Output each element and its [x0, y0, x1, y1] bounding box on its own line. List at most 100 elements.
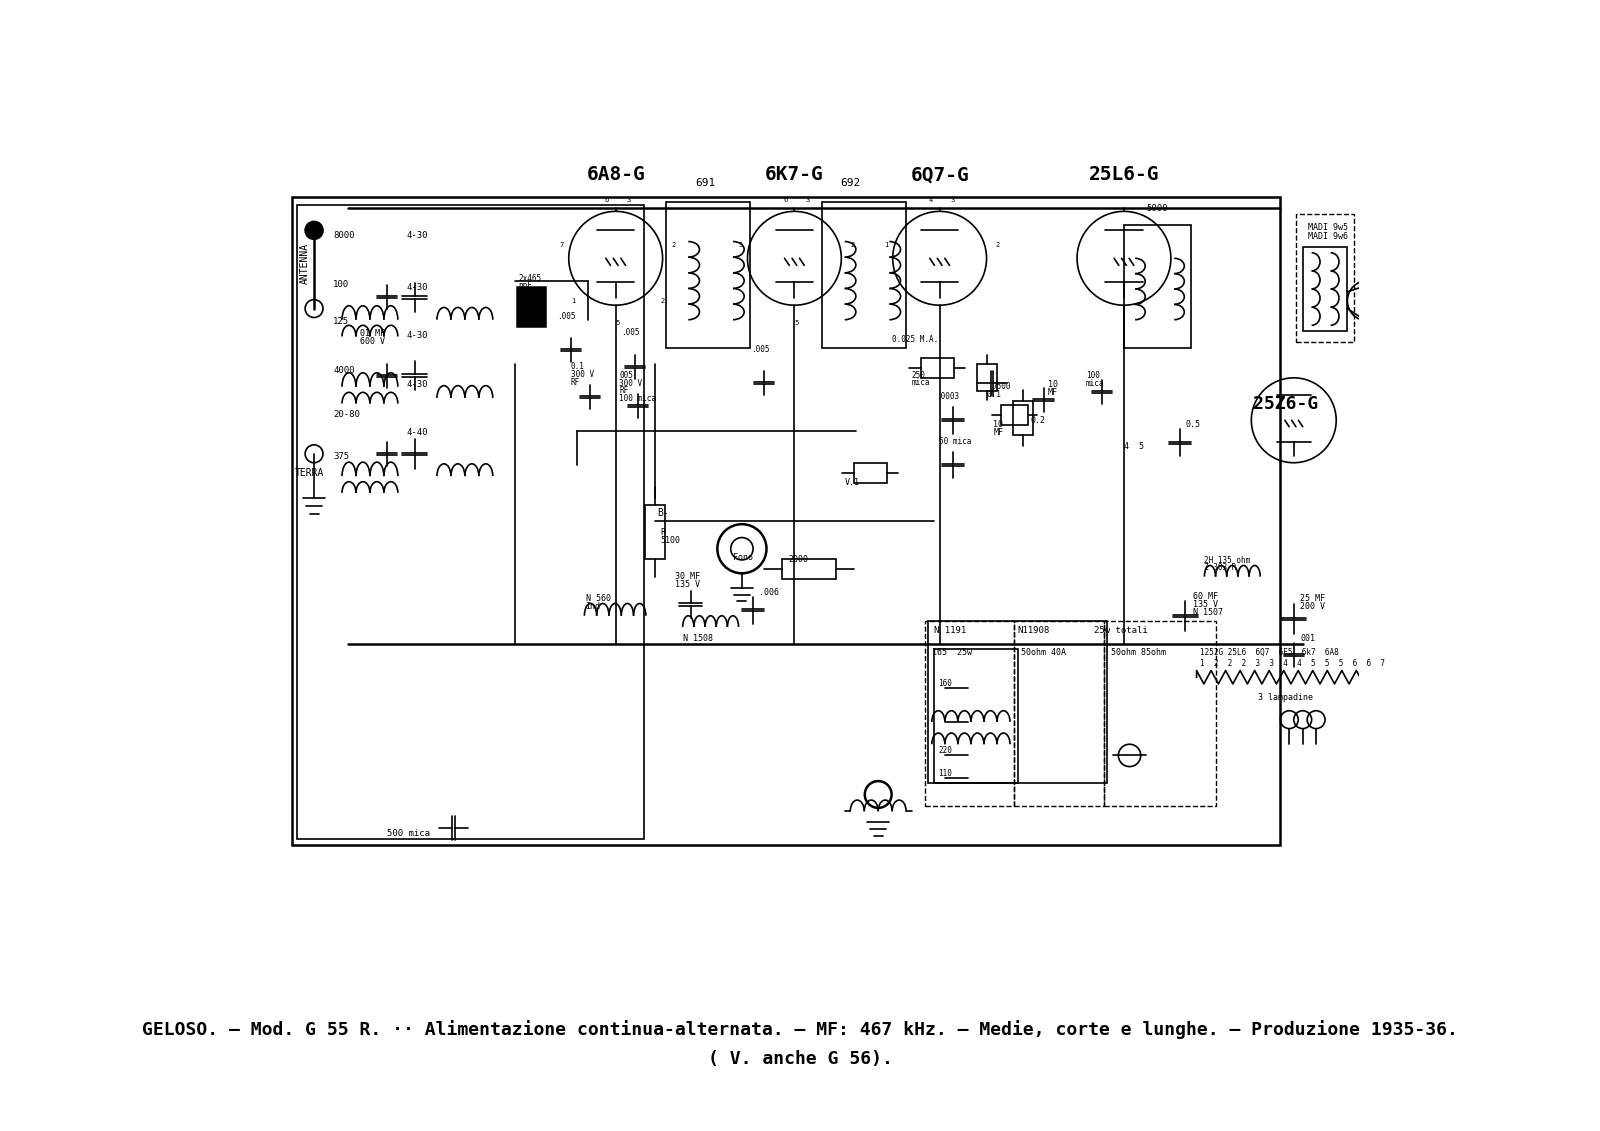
Text: N 1508: N 1508 — [683, 634, 712, 644]
Text: ANTENNA: ANTENNA — [299, 243, 309, 284]
Text: ppF: ppF — [518, 282, 533, 291]
Text: 7: 7 — [560, 242, 565, 248]
Text: 01 MF: 01 MF — [360, 329, 386, 338]
Bar — [782, 559, 835, 579]
Text: 20-80: 20-80 — [333, 409, 360, 418]
Text: Z 303 R: Z 303 R — [1205, 563, 1237, 572]
Bar — [517, 287, 546, 327]
Text: .006: .006 — [758, 587, 779, 596]
Text: 600 V: 600 V — [360, 337, 386, 346]
Text: 160: 160 — [939, 679, 952, 688]
Text: 3: 3 — [627, 198, 630, 204]
Text: 5: 5 — [739, 242, 742, 248]
Text: 165  25w: 165 25w — [931, 648, 971, 657]
Text: 10: 10 — [994, 420, 1003, 429]
Circle shape — [306, 222, 323, 240]
Text: MADI 9w6: MADI 9w6 — [1309, 232, 1349, 241]
Bar — [298, 205, 643, 839]
Text: Fono: Fono — [733, 553, 754, 562]
Text: .005: .005 — [557, 312, 576, 320]
Text: 5: 5 — [795, 320, 798, 327]
Bar — [925, 621, 1014, 805]
Text: 692: 692 — [840, 178, 861, 188]
Bar — [854, 463, 886, 483]
Text: ( V. anche G 56).: ( V. anche G 56). — [707, 1051, 893, 1069]
Text: 5100: 5100 — [661, 536, 680, 545]
Text: 10: 10 — [1048, 380, 1058, 389]
Text: MF: MF — [1048, 388, 1058, 397]
Text: 200 V: 200 V — [1301, 602, 1325, 611]
Text: 100 mica: 100 mica — [619, 395, 656, 404]
Bar — [645, 506, 666, 559]
Text: R: R — [661, 528, 666, 537]
Text: 135 V: 135 V — [1194, 599, 1218, 608]
Text: 6: 6 — [784, 198, 787, 204]
Bar — [822, 202, 906, 347]
Text: 0.5: 0.5 — [1186, 420, 1200, 429]
Text: 500 mica: 500 mica — [387, 829, 430, 838]
Text: 100: 100 — [333, 280, 349, 290]
Bar — [1104, 621, 1216, 805]
Text: 30 MF: 30 MF — [675, 572, 699, 581]
Text: 6Q7-G: 6Q7-G — [910, 165, 970, 184]
Text: MADI 9w5: MADI 9w5 — [1309, 223, 1349, 232]
Text: 001: 001 — [1301, 634, 1315, 644]
Text: 6: 6 — [605, 198, 608, 204]
Text: 4-30: 4-30 — [406, 283, 429, 292]
Text: 5: 5 — [616, 320, 619, 327]
Text: 0.1: 0.1 — [987, 390, 1002, 399]
Text: 1: 1 — [883, 242, 888, 248]
Text: MF: MF — [994, 428, 1003, 437]
Text: 3: 3 — [950, 198, 955, 204]
Text: 3 lampadine: 3 lampadine — [1258, 692, 1314, 701]
Text: N 822: N 822 — [518, 290, 542, 299]
Text: 220: 220 — [939, 746, 952, 756]
Text: mica: mica — [1086, 379, 1104, 388]
Text: 2: 2 — [661, 297, 664, 304]
Text: .0003: .0003 — [936, 392, 960, 402]
Text: N11908: N11908 — [1018, 625, 1050, 634]
Text: 4-30: 4-30 — [406, 330, 429, 339]
Text: GELOSO. — Mod. G 55 R. ·· Alimentazione continua-alternata. – MF: 467 kHz. – Med: GELOSO. — Mod. G 55 R. ·· Alimentazione … — [142, 1020, 1458, 1038]
Text: 6K7-G: 6K7-G — [765, 165, 824, 184]
Text: 0.025 M.A.: 0.025 M.A. — [891, 335, 938, 344]
Bar — [1302, 247, 1347, 331]
Text: N 560: N 560 — [586, 594, 611, 603]
Bar — [928, 621, 1107, 784]
Text: 0.1: 0.1 — [571, 362, 586, 371]
Text: 8000: 8000 — [333, 231, 355, 240]
Text: 110: 110 — [939, 769, 952, 777]
Bar — [934, 649, 1018, 784]
Text: 50 mica: 50 mica — [939, 437, 971, 446]
Text: V.1: V.1 — [845, 478, 859, 487]
Text: 60 MF: 60 MF — [1194, 592, 1218, 601]
Text: 100: 100 — [1086, 371, 1099, 380]
Text: RF: RF — [619, 387, 629, 396]
Text: 50ohm 40A: 50ohm 40A — [1021, 648, 1066, 657]
Text: 3: 3 — [805, 198, 810, 204]
Text: 2: 2 — [995, 242, 1000, 248]
Text: mica: mica — [912, 378, 930, 387]
Text: 375: 375 — [333, 452, 349, 461]
Text: 2: 2 — [850, 242, 854, 248]
Text: 25w totali: 25w totali — [1094, 625, 1147, 634]
Text: B-: B- — [658, 508, 669, 518]
Text: Ind: Ind — [586, 602, 600, 611]
Text: 4-30: 4-30 — [406, 380, 429, 389]
Text: 1  2  2  2  3  3  4  4  5  5  5  6  6  7: 1 2 2 2 3 3 4 4 5 5 5 6 6 7 — [1200, 659, 1386, 668]
Bar — [976, 364, 997, 391]
Text: 1252G 25L6  6Q7  6E5  6k7  6A8: 1252G 25L6 6Q7 6E5 6k7 6A8 — [1200, 648, 1339, 657]
Text: RF: RF — [571, 378, 581, 387]
Text: 4-30: 4-30 — [406, 231, 429, 240]
Text: 4-40: 4-40 — [406, 428, 429, 437]
Bar — [1123, 225, 1190, 347]
Text: 6A8-G: 6A8-G — [586, 165, 645, 184]
Text: TERRA: TERRA — [294, 468, 325, 478]
Text: 7500: 7500 — [992, 382, 1011, 391]
Bar — [1013, 402, 1034, 434]
Text: 2H 135 ohm: 2H 135 ohm — [1205, 556, 1251, 566]
Text: N 1191: N 1191 — [934, 625, 966, 634]
Bar — [1014, 621, 1104, 805]
Text: 25Z6-G: 25Z6-G — [1253, 395, 1318, 413]
Bar — [920, 357, 954, 378]
